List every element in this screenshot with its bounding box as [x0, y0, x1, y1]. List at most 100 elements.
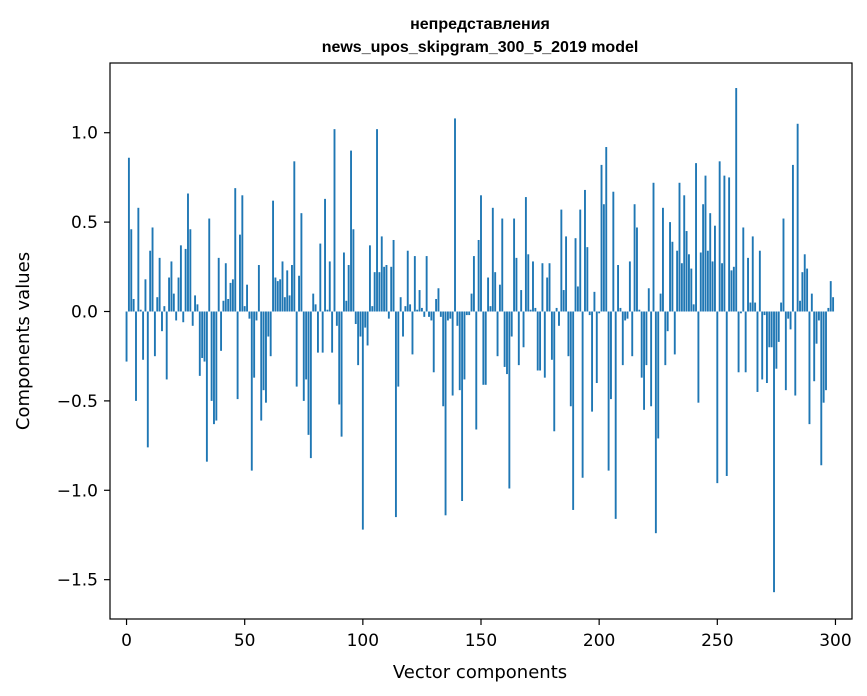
bar [361, 311, 364, 530]
bar [203, 311, 206, 362]
x-axis-label: Vector components [393, 662, 567, 683]
bar [666, 311, 669, 332]
bar [553, 311, 556, 432]
bar [267, 311, 270, 337]
bar [217, 257, 220, 312]
bar [751, 236, 754, 312]
bar [730, 270, 733, 312]
bar [645, 311, 648, 366]
bar [482, 311, 485, 385]
bar [706, 250, 709, 312]
bar [636, 227, 638, 312]
bar [602, 204, 605, 312]
bar [647, 288, 650, 312]
bar [702, 204, 705, 312]
bar [416, 309, 419, 312]
bar [763, 311, 766, 316]
bar [494, 272, 497, 312]
bar [376, 129, 378, 312]
bar [227, 298, 230, 312]
bar [366, 311, 369, 346]
bar [813, 311, 816, 382]
bar [177, 277, 180, 312]
bar [364, 311, 367, 328]
bar-series [125, 88, 835, 593]
bar [321, 311, 324, 353]
bar [468, 311, 471, 316]
bar [279, 279, 282, 312]
bar [593, 291, 596, 312]
bar [213, 311, 215, 425]
bar [784, 311, 787, 391]
bar [184, 248, 187, 312]
bar [208, 218, 211, 312]
bar [300, 213, 303, 312]
bar [163, 306, 166, 312]
bar [399, 297, 402, 312]
bar [796, 123, 799, 312]
bar [139, 309, 142, 312]
bar [324, 198, 326, 312]
bar [721, 263, 723, 312]
bar [777, 311, 780, 342]
bar [754, 302, 757, 312]
bar [780, 302, 783, 312]
bar [187, 193, 189, 312]
bar [135, 311, 137, 401]
bar [728, 177, 731, 312]
bar [572, 311, 575, 510]
bar [210, 311, 213, 401]
chart-title-line-1: непредставления [410, 16, 550, 33]
bar [423, 311, 426, 317]
bar [827, 307, 830, 312]
bar [791, 164, 794, 312]
bar [569, 311, 572, 407]
bar [614, 311, 617, 519]
bar [144, 279, 147, 312]
bar [283, 297, 286, 312]
y-tick-label: 1.0 [71, 124, 98, 144]
bar [385, 265, 388, 312]
bar [662, 207, 664, 312]
bar [194, 295, 197, 312]
bar [510, 311, 513, 337]
bar [546, 277, 549, 312]
bar [801, 272, 804, 312]
bar [127, 157, 130, 312]
bar [723, 175, 726, 312]
bar [829, 281, 832, 312]
bar [498, 284, 501, 312]
bar [309, 311, 312, 459]
bar [153, 311, 156, 357]
bar [676, 250, 679, 312]
bar [215, 311, 218, 421]
bar [756, 311, 759, 392]
bar [454, 118, 456, 312]
bar [161, 311, 163, 332]
bar [659, 293, 662, 312]
bar [331, 311, 334, 353]
bar [182, 311, 185, 323]
bar [664, 311, 667, 366]
bar [409, 304, 412, 312]
y-tick-label: −1.0 [57, 481, 98, 501]
bar [735, 88, 738, 312]
bar [350, 150, 352, 312]
bar [640, 311, 643, 378]
y-axis-ticks: −1.5 −1.0 −0.5 0.0 0.5 1.0 [57, 124, 110, 591]
x-tick-label: 200 [583, 631, 615, 651]
bar [787, 311, 790, 319]
bar [428, 311, 430, 317]
bar [165, 311, 168, 380]
bar [761, 311, 764, 380]
bar [253, 311, 256, 378]
bar [619, 307, 622, 312]
bar [633, 204, 636, 312]
bar [508, 311, 511, 489]
bar [477, 239, 480, 312]
x-tick-label: 0 [121, 631, 132, 651]
bar [446, 311, 449, 321]
bar [241, 195, 244, 312]
bar [773, 311, 775, 593]
bar [550, 311, 553, 360]
